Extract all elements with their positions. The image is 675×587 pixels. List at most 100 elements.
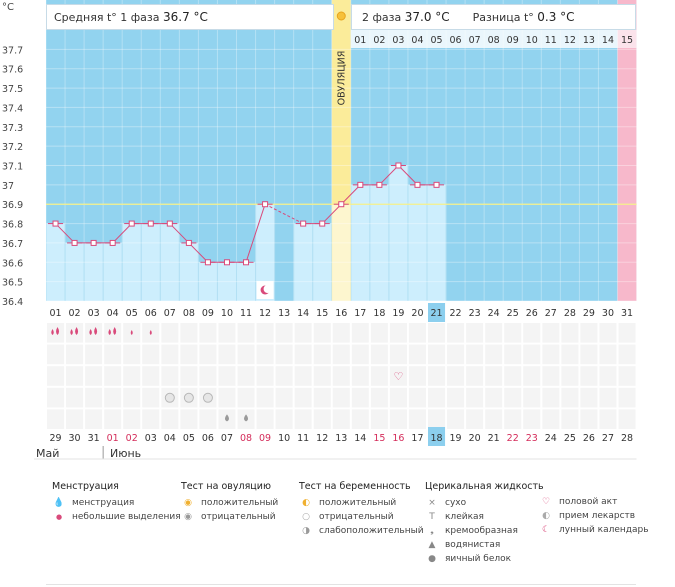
symptom-cell xyxy=(370,323,388,343)
calendar-date: 19 xyxy=(450,433,462,444)
calendar-date: 24 xyxy=(545,433,557,444)
sticky-icon: Т xyxy=(429,512,435,522)
temperature-point xyxy=(414,181,421,188)
temperature-point xyxy=(185,239,192,246)
symptom-cell xyxy=(199,366,217,386)
watery-icon xyxy=(224,414,229,422)
x-tick-label: 23 xyxy=(469,308,481,319)
symptom-cell xyxy=(580,323,598,343)
symptom-cell xyxy=(161,409,179,429)
symptom-cell xyxy=(199,344,217,365)
x-tick-label: 04 xyxy=(107,308,119,319)
temperature-bar xyxy=(160,223,179,301)
y-tick-label: 36.9 xyxy=(2,200,23,211)
symptom-cell xyxy=(85,387,103,408)
drop-icon xyxy=(89,329,92,335)
calendar-date: 12 xyxy=(316,433,328,444)
symptom-cell xyxy=(85,323,103,343)
temperature-segment xyxy=(112,223,133,244)
symptom-cell xyxy=(47,387,65,408)
phase2-day-label: 09 xyxy=(507,35,519,46)
legend-item: ◐ прием лекарств xyxy=(539,509,649,523)
calendar-date: 23 xyxy=(526,433,538,444)
symptom-cell xyxy=(466,409,484,429)
y-tick-label: 36.6 xyxy=(2,258,23,269)
temperature-point xyxy=(243,259,250,266)
temperature-segment xyxy=(55,223,75,244)
temperature-bar xyxy=(141,223,160,301)
footer-divider xyxy=(46,584,636,585)
phase2-day-label: 10 xyxy=(526,35,538,46)
symptom-cell xyxy=(256,387,274,408)
symptom-cell xyxy=(618,409,636,429)
symptom-cell xyxy=(408,344,426,365)
pregnancy-negative-icon xyxy=(164,392,175,403)
symptom-cell xyxy=(275,323,293,343)
calendar-date: 13 xyxy=(335,433,347,444)
x-tick-label: 16 xyxy=(335,308,347,319)
drop-small-icon xyxy=(149,330,152,335)
temperature-point xyxy=(376,181,383,188)
phase2-day-label: 01 xyxy=(354,35,366,46)
legend-item: × сухо xyxy=(425,496,544,510)
temperature-bar xyxy=(46,223,65,301)
temperature-bar xyxy=(103,242,122,301)
symptom-cell xyxy=(580,344,598,365)
drop-icon xyxy=(75,327,79,335)
symptom-cell xyxy=(47,344,65,365)
symptom-cell xyxy=(428,366,446,386)
heart-icon: ♡ xyxy=(393,370,403,383)
symptom-cell xyxy=(104,366,122,386)
temperature-bar xyxy=(65,242,84,301)
symptom-cell xyxy=(523,366,541,386)
temperature-point xyxy=(109,239,116,246)
temperature-point xyxy=(128,220,135,227)
y-tick-label: 37.6 xyxy=(2,65,23,76)
pregnancy-negative-icon: ○ xyxy=(302,512,310,522)
symptom-cell xyxy=(66,344,84,365)
symptom-cell xyxy=(275,366,293,386)
calendar-date: 21 xyxy=(488,433,500,444)
symptom-cell xyxy=(466,387,484,408)
calendar-date: 09 xyxy=(259,433,271,444)
moon-icon-mask xyxy=(263,285,272,293)
x-tick-label: 29 xyxy=(583,308,595,319)
symptom-cell xyxy=(180,366,198,386)
phase2-day-label: 07 xyxy=(469,35,481,46)
x-tick-label: 15 xyxy=(316,308,328,319)
symptom-cell xyxy=(351,387,369,408)
legend-menstruation: Менструация 💧 менструация ● небольшие выде… xyxy=(52,481,181,524)
symptom-cell xyxy=(542,366,560,386)
temperature-bar xyxy=(217,262,236,301)
diff-value: 0.3 °C xyxy=(537,10,575,24)
pregnancy-positive-icon: ◐ xyxy=(302,498,310,508)
symptom-cell xyxy=(332,323,350,343)
symptom-cell xyxy=(66,409,84,429)
drop-small-icon: ● xyxy=(55,513,63,521)
calendar-date: 07 xyxy=(221,433,233,444)
temperature-point xyxy=(319,220,326,227)
legend-item: ● небольшие выделения xyxy=(52,510,181,524)
temperature-bar xyxy=(294,223,313,301)
pregnancy-weak-icon: ◑ xyxy=(302,526,310,536)
today-highlight xyxy=(428,303,446,322)
calendar-date: 27 xyxy=(602,433,614,444)
legend-title-menstruation: Менструация xyxy=(52,481,119,492)
symptom-cell xyxy=(332,387,350,408)
temperature-bar xyxy=(256,204,275,301)
symptom-cell xyxy=(123,344,141,365)
calendar-date: 14 xyxy=(354,433,366,444)
symptom-cell xyxy=(256,344,274,365)
symptom-cell xyxy=(408,323,426,343)
symptom-cell xyxy=(466,344,484,365)
y-tick-label: 36.5 xyxy=(2,278,23,289)
symptom-cell xyxy=(447,344,465,365)
symptom-cell xyxy=(561,366,579,386)
drop-icon xyxy=(108,329,111,335)
calendar-date: 22 xyxy=(507,433,519,444)
temperature-point xyxy=(90,239,97,246)
drop-icon xyxy=(94,327,98,335)
x-tick-label: 21 xyxy=(430,308,442,319)
